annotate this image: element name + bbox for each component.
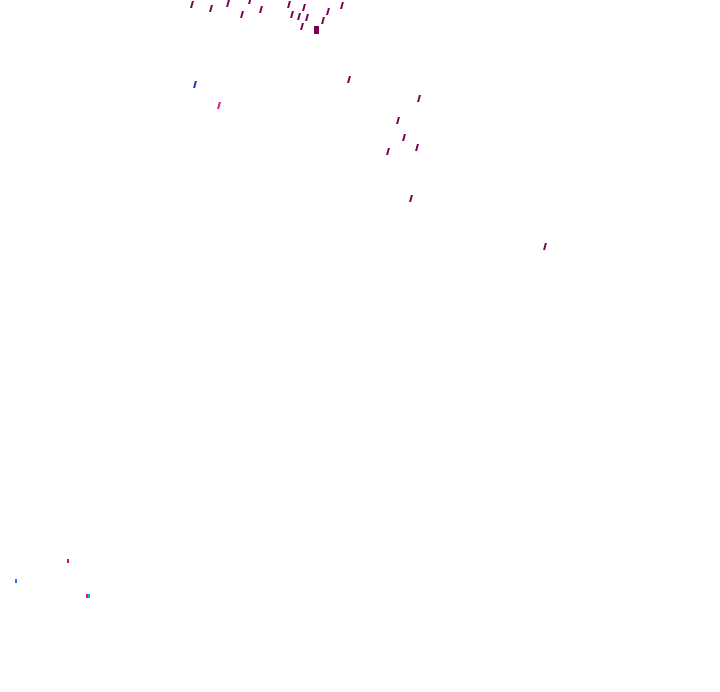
mark (86, 594, 88, 598)
mark (347, 76, 351, 83)
mark (259, 6, 263, 13)
mark (15, 579, 17, 583)
mark (88, 594, 90, 598)
mark (193, 81, 197, 88)
mark-cluster (314, 26, 319, 34)
mark (240, 11, 244, 18)
mark (402, 134, 406, 141)
mark (287, 1, 291, 8)
mark (417, 95, 421, 102)
mark (209, 5, 213, 12)
mark (67, 559, 69, 563)
mark (226, 0, 230, 7)
mark (300, 23, 304, 30)
mark (190, 1, 194, 8)
mark (386, 148, 390, 155)
mark (326, 8, 330, 15)
mark (290, 11, 294, 18)
mark (415, 144, 419, 151)
mark (409, 195, 413, 202)
mark (297, 13, 301, 20)
mark (340, 2, 344, 9)
mark (302, 4, 306, 11)
mark (217, 102, 221, 109)
mark (396, 117, 400, 124)
mark (543, 243, 547, 250)
mark (321, 17, 325, 24)
mark (248, 0, 252, 4)
mark (305, 14, 309, 21)
